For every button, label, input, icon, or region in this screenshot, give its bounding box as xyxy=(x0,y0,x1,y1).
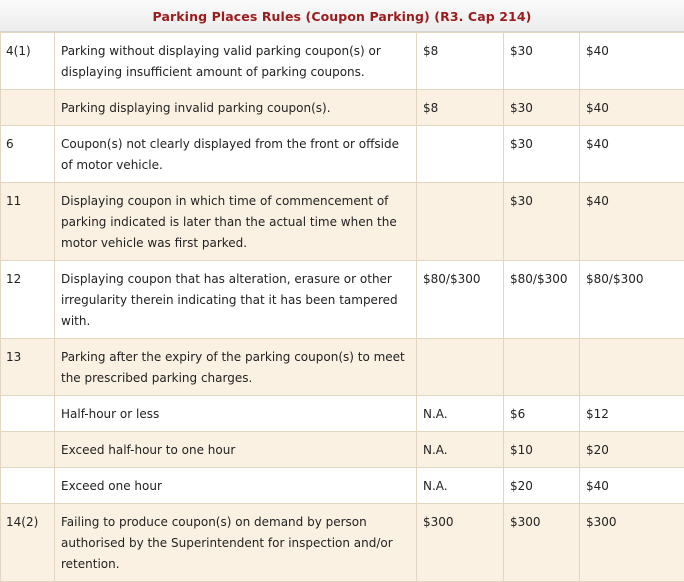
fine-second-cell xyxy=(504,339,580,396)
fine-second-cell: $300 xyxy=(504,504,580,582)
table-row: 14(2)Failing to produce coupon(s) on dem… xyxy=(1,504,684,582)
fine-third-cell: $80/$300 xyxy=(580,261,684,339)
section-cell: 11 xyxy=(1,183,55,261)
description-cell: Displaying coupon in which time of comme… xyxy=(55,183,417,261)
fine-first-cell xyxy=(417,339,504,396)
fine-second-cell: $10 xyxy=(504,432,580,468)
fine-first-cell: N.A. xyxy=(417,468,504,504)
fine-second-cell: $30 xyxy=(504,183,580,261)
fine-second-cell: $20 xyxy=(504,468,580,504)
fine-first-cell: $300 xyxy=(417,504,504,582)
fine-third-cell: $20 xyxy=(580,432,684,468)
description-cell: Exceed half-hour to one hour xyxy=(55,432,417,468)
table-row: Parking displaying invalid parking coupo… xyxy=(1,90,684,126)
fine-first-cell: N.A. xyxy=(417,432,504,468)
section-cell xyxy=(1,432,55,468)
fine-first-cell xyxy=(417,126,504,183)
section-cell: 4(1) xyxy=(1,33,55,90)
fine-third-cell: $40 xyxy=(580,33,684,90)
fine-third-cell: $40 xyxy=(580,468,684,504)
description-cell: Parking after the expiry of the parking … xyxy=(55,339,417,396)
fine-first-cell: N.A. xyxy=(417,396,504,432)
section-cell: 6 xyxy=(1,126,55,183)
section-cell xyxy=(1,468,55,504)
table-row: 4(1)Parking without displaying valid par… xyxy=(1,33,684,90)
fine-third-cell xyxy=(580,339,684,396)
fine-second-cell: $30 xyxy=(504,33,580,90)
fine-first-cell: $80/$300 xyxy=(417,261,504,339)
section-cell xyxy=(1,396,55,432)
fine-third-cell: $40 xyxy=(580,183,684,261)
fine-third-cell: $40 xyxy=(580,90,684,126)
fine-first-cell xyxy=(417,183,504,261)
fine-second-cell: $30 xyxy=(504,126,580,183)
description-cell: Failing to produce coupon(s) on demand b… xyxy=(55,504,417,582)
fines-table-body: 4(1)Parking without displaying valid par… xyxy=(1,33,684,582)
table-title: Parking Places Rules (Coupon Parking) (R… xyxy=(0,9,684,24)
table-title-bar: Parking Places Rules (Coupon Parking) (R… xyxy=(0,0,684,32)
description-cell: Exceed one hour xyxy=(55,468,417,504)
section-cell: 14(2) xyxy=(1,504,55,582)
description-cell: Half-hour or less xyxy=(55,396,417,432)
fine-first-cell: $8 xyxy=(417,90,504,126)
fine-first-cell: $8 xyxy=(417,33,504,90)
rules-page: Parking Places Rules (Coupon Parking) (R… xyxy=(0,0,684,537)
fines-table: 4(1)Parking without displaying valid par… xyxy=(0,32,684,582)
description-cell: Coupon(s) not clearly displayed from the… xyxy=(55,126,417,183)
fine-second-cell: $80/$300 xyxy=(504,261,580,339)
fine-second-cell: $6 xyxy=(504,396,580,432)
description-cell: Displaying coupon that has alteration, e… xyxy=(55,261,417,339)
section-cell: 13 xyxy=(1,339,55,396)
section-cell: 12 xyxy=(1,261,55,339)
section-cell xyxy=(1,90,55,126)
description-cell: Parking displaying invalid parking coupo… xyxy=(55,90,417,126)
fine-second-cell: $30 xyxy=(504,90,580,126)
fine-third-cell: $12 xyxy=(580,396,684,432)
fine-third-cell: $300 xyxy=(580,504,684,582)
description-cell: Parking without displaying valid parking… xyxy=(55,33,417,90)
fine-third-cell: $40 xyxy=(580,126,684,183)
